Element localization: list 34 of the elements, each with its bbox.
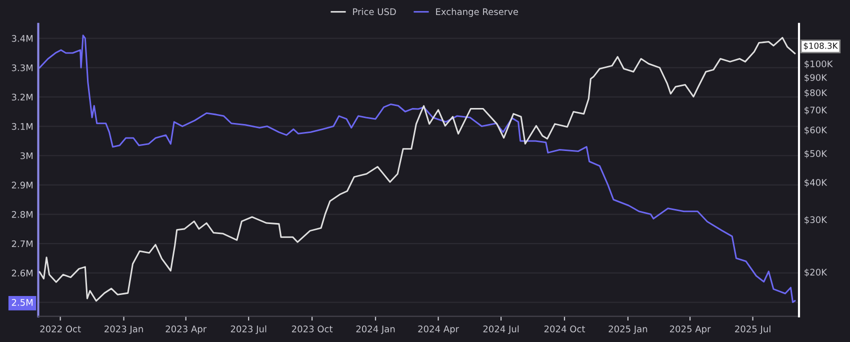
y-tick-label: 2.6M <box>12 270 33 276</box>
x-tick-label: 2023 Jan <box>104 326 143 334</box>
x-tick-label: 2023 Jul <box>230 325 266 334</box>
y-tick-label: 2.9M <box>12 182 33 189</box>
y-tick-label: 3M <box>20 152 33 160</box>
y2-tick-label: $70K <box>804 106 828 115</box>
y2-tick-label: $100K <box>804 60 833 68</box>
y-tick-label: 2.8M <box>12 211 33 218</box>
x-tick-label: 2024 Oct <box>544 326 586 332</box>
y2-tick-label: $20K <box>804 268 828 277</box>
x-tick-label: 2024 Jan <box>356 326 395 334</box>
x-tick-label: 2025 Jul <box>735 325 770 334</box>
legend-label: Exchange Reserve <box>436 8 518 17</box>
x-tick-label: 2022 Oct <box>40 326 81 332</box>
y-tick-label: 2.7M <box>12 240 33 248</box>
y-tick-label: 3.1M <box>12 123 33 130</box>
text: $108.3K <box>804 42 838 50</box>
x-tick-label: 2024 Apr <box>418 326 460 334</box>
x-tick-label: 2024 Jul <box>483 325 519 334</box>
y-tick-label: 3.2M <box>12 94 33 101</box>
x-tick-label: 2025 Apr <box>670 326 711 334</box>
legend-label: Price USD <box>353 8 396 16</box>
y2-tick-label: $90K <box>804 74 828 82</box>
y-tick-label: 3.4M <box>12 35 33 42</box>
x-tick-label: 2023 Apr <box>166 326 207 334</box>
y2-tick-label: $60K <box>804 126 828 135</box>
y2-tick-label: $30K <box>804 216 828 224</box>
y2-tick-label: $50K <box>804 150 828 158</box>
y2-tick-label: $40K <box>804 178 828 188</box>
y-tick-label: 2.5M <box>12 299 33 306</box>
y2-tick-label: $80K <box>804 89 828 98</box>
x-tick-label: 2025 Jan <box>608 326 648 334</box>
x-tick-label: 2023 Oct <box>292 326 333 332</box>
y-tick-label: 3.3M <box>12 64 33 72</box>
